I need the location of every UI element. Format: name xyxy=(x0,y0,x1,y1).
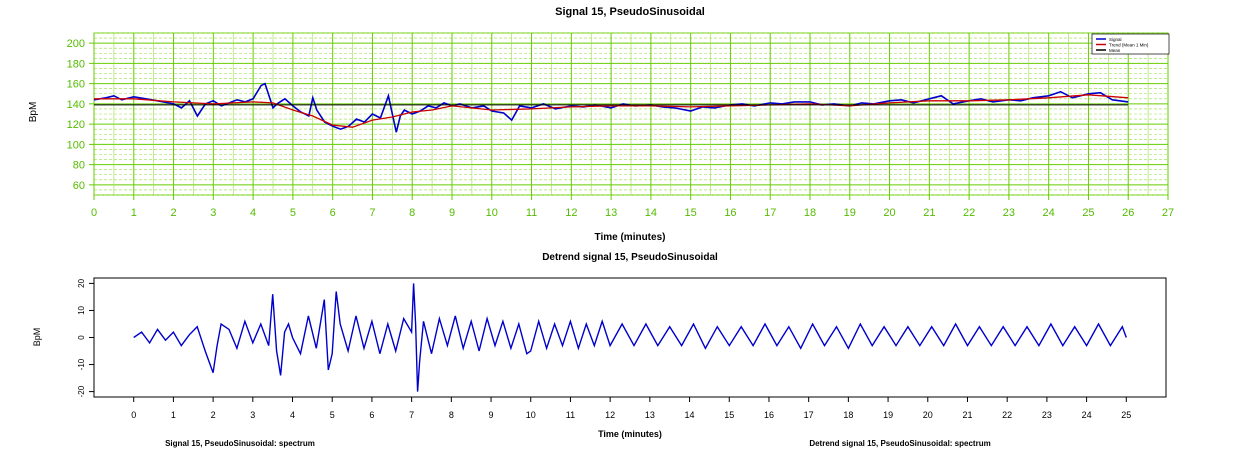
detrend-chart-y-ticks: -20 -10 0 10 20 xyxy=(77,278,94,397)
detrend-series-line xyxy=(133,283,1127,392)
x-tick-label: 5 xyxy=(290,207,296,219)
legend-box xyxy=(1091,33,1170,55)
x-tick-label: 10 xyxy=(526,410,536,420)
y-tick-label: 160 xyxy=(67,79,85,91)
legend-label: Trend (Mean 1 Min) xyxy=(1109,43,1149,48)
detrend-chart-series xyxy=(133,283,1127,392)
x-tick-label: 5 xyxy=(330,410,335,420)
detrend-chart: Detrend signal 15, PseudoSinusoidal -20-… xyxy=(32,252,1167,439)
x-tick-label: 2 xyxy=(170,207,176,219)
y-tick-label: -20 xyxy=(77,385,86,397)
legend-label: Mean xyxy=(1109,48,1121,53)
x-tick-label: 6 xyxy=(330,207,336,219)
y-tick-label: 200 xyxy=(67,38,85,50)
signal-chart-title: Signal 15, PseudoSinusoidal xyxy=(555,6,705,18)
x-tick-label: 14 xyxy=(685,410,695,420)
x-tick-label: 11 xyxy=(526,207,537,219)
x-tick-label: 1 xyxy=(171,410,176,420)
x-tick-label: 9 xyxy=(449,207,455,219)
x-tick-label: 19 xyxy=(883,410,893,420)
series-line-trend-mean-1-min xyxy=(94,94,1129,128)
x-tick-label: 14 xyxy=(645,207,657,219)
y-tick-label: 10 xyxy=(77,305,86,314)
x-tick-label: 16 xyxy=(724,207,736,219)
y-tick-label: 80 xyxy=(73,160,85,172)
y-tick-label: 100 xyxy=(67,139,85,151)
x-tick-label: 23 xyxy=(1042,410,1052,420)
y-tick-label: 120 xyxy=(67,119,85,131)
detrend-chart-ylabel: BpM xyxy=(32,328,42,347)
left-spectrum-caption: Signal 15, PseudoSinusoidal: spectrum xyxy=(165,439,315,448)
x-tick-label: 4 xyxy=(290,410,295,420)
x-tick-label: 27 xyxy=(1162,207,1174,219)
detrend-chart-x-ticks: 0 1 2 3 4 5 6 7 8 9 10 11 12 13 14 15 16 17 18 19 20 21 22 23 24… xyxy=(131,397,1131,420)
x-tick-label: 6 xyxy=(369,410,374,420)
x-tick-label: 21 xyxy=(923,207,935,219)
x-tick-label: 0 xyxy=(91,207,97,219)
x-tick-label: 15 xyxy=(724,410,734,420)
x-tick-label: 23 xyxy=(1003,207,1015,219)
x-tick-label: 13 xyxy=(645,410,655,420)
x-tick-label: 20 xyxy=(883,207,895,219)
x-tick-label: 22 xyxy=(963,207,975,219)
signal-chart-grid xyxy=(93,32,1169,196)
x-tick-label: 26 xyxy=(1122,207,1134,219)
x-tick-label: 4 xyxy=(250,207,256,219)
signal-chart-xlabel: Time (minutes) xyxy=(595,232,666,243)
x-tick-label: 25 xyxy=(1121,410,1131,420)
x-tick-label: 1 xyxy=(131,207,137,219)
x-tick-label: 8 xyxy=(409,207,415,219)
x-tick-label: 3 xyxy=(250,410,255,420)
x-tick-label: 7 xyxy=(409,410,414,420)
x-tick-label: 18 xyxy=(804,207,816,219)
y-tick-label: -10 xyxy=(77,358,86,370)
x-tick-label: 18 xyxy=(843,410,853,420)
legend-label: Signal xyxy=(1109,37,1122,42)
x-tick-label: 0 xyxy=(131,410,136,420)
y-tick-label: 180 xyxy=(67,58,85,70)
x-tick-label: 12 xyxy=(605,410,615,420)
x-tick-label: 15 xyxy=(685,207,697,219)
x-tick-label: 24 xyxy=(1043,207,1055,219)
signal-chart-y-ticks: 60 80 100 120 140 160 180 200 xyxy=(67,38,94,192)
x-tick-label: 8 xyxy=(449,410,454,420)
y-tick-label: 0 xyxy=(77,335,86,340)
x-tick-label: 17 xyxy=(764,207,776,219)
x-tick-label: 10 xyxy=(486,207,498,219)
signal-chart-ylabel: BpM xyxy=(28,102,39,123)
x-tick-label: 13 xyxy=(605,207,617,219)
signal-chart: Signal 15, PseudoSinusoidal 608010012014… xyxy=(28,6,1174,243)
x-tick-label: 7 xyxy=(369,207,375,219)
x-tick-label: 19 xyxy=(844,207,856,219)
y-tick-label: 20 xyxy=(77,278,86,287)
x-tick-label: 12 xyxy=(565,207,577,219)
x-tick-label: 20 xyxy=(923,410,933,420)
x-tick-label: 9 xyxy=(489,410,494,420)
right-spectrum-caption: Detrend signal 15, PseudoSinusoidal: spe… xyxy=(809,439,990,448)
y-tick-label: 140 xyxy=(67,99,85,111)
x-tick-label: 11 xyxy=(566,410,575,420)
detrend-chart-xlabel: Time (minutes) xyxy=(598,429,662,439)
x-tick-label: 16 xyxy=(764,410,774,420)
x-tick-label: 2 xyxy=(211,410,216,420)
detrend-chart-title: Detrend signal 15, PseudoSinusoidal xyxy=(542,252,718,263)
y-tick-label: 60 xyxy=(73,180,85,192)
x-tick-label: 22 xyxy=(1002,410,1012,420)
x-tick-label: 24 xyxy=(1082,410,1092,420)
signal-chart-series xyxy=(93,82,1129,133)
x-tick-label: 21 xyxy=(962,410,972,420)
signal-chart-x-ticks: 0 1 2 3 4 5 6 7 8 9 10 11 12 13 14 15 16 17 18 19 20 21 22 23 24… xyxy=(91,195,1174,219)
x-tick-label: 3 xyxy=(210,207,216,219)
x-tick-label: 25 xyxy=(1082,207,1094,219)
x-tick-label: 17 xyxy=(804,410,814,420)
